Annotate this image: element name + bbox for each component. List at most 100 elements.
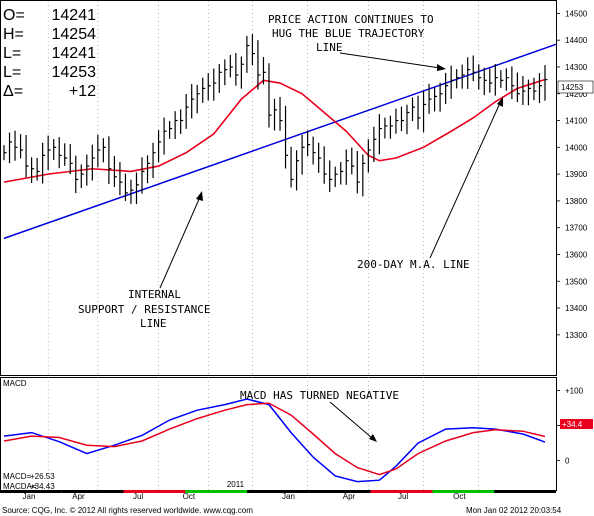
ohlc-bar (141, 157, 145, 194)
ohlc-bar (113, 155, 117, 187)
ohlc-bar (428, 83, 432, 114)
readout-value: 14254 (52, 26, 97, 43)
ohlc-bar (467, 57, 471, 89)
x-tick-label: Apr (72, 492, 85, 501)
footer-timestamp: Mon Jan 02 2012 20:03:54 (466, 506, 562, 515)
timeline-segment (370, 490, 433, 493)
ohlc-bar (180, 109, 184, 134)
ohlc-bar (185, 94, 189, 129)
ohlc-bar (36, 158, 40, 181)
ohlc-bar (196, 84, 200, 114)
ohlc-bar (433, 87, 438, 112)
ohlc-bar (522, 76, 526, 105)
annotation-ma-arrowhead (497, 97, 503, 107)
ohlc-bar (80, 164, 84, 189)
x-tick-label: 2011 (227, 480, 245, 489)
ohlc-bar (445, 72, 449, 104)
x-tick-label: Jul (398, 492, 408, 501)
timeline-segment (61, 490, 124, 493)
ohlc-bar (378, 114, 382, 155)
ohlc-bar (295, 150, 300, 191)
ohlc-bar (389, 115, 393, 139)
ohlc-bar (75, 155, 79, 194)
y-tick-label: 13600 (565, 250, 588, 259)
macd-tick-label: +100 (565, 387, 584, 396)
ohlc-bar (257, 40, 261, 90)
ohlc-bar (207, 73, 211, 101)
x-axis: Jan Apr Jul Oct 2011 Jan Apr Jul Oct (23, 480, 467, 501)
ohlc-bar (229, 54, 233, 78)
ohlc-bar (202, 77, 206, 103)
ohlc-bar (262, 57, 266, 85)
annotation-macd-text: MACD HAS TURNED NEGATIVE (240, 389, 399, 402)
ohlc-bar (544, 65, 548, 101)
trend-line-group (3, 43, 557, 240)
annotation-price-line-1: PRICE ACTION CONTINUES TO (268, 13, 434, 26)
annotation-macd-arrow (329, 401, 373, 439)
ohlc-bar (323, 146, 327, 184)
ohlc-bar (8, 132, 13, 164)
y-tick-label: 14100 (565, 117, 588, 126)
macd-panel-frame (0, 377, 557, 491)
ohlc-bar (157, 130, 162, 163)
ohlc-bar (218, 64, 222, 93)
price-panel-frame (0, 0, 557, 376)
ohlc-bar (356, 151, 360, 194)
x-tick-label: Jan (23, 492, 36, 501)
annotation-support-line-1: INTERNAL (128, 288, 181, 301)
y-tick-label: 14200 (565, 90, 588, 99)
ohlc-bar (483, 67, 487, 96)
ohlc-bar (235, 53, 239, 86)
ohlc-bar (533, 77, 537, 101)
ohlc-bar (301, 135, 305, 175)
x-tick-label: Oct (453, 492, 466, 501)
readout-value: 14241 (52, 7, 97, 24)
y-tick-label: 13900 (565, 170, 588, 179)
ohlc-bar (489, 68, 493, 93)
annotation-price-arrowhead (437, 64, 446, 71)
ohlc-bar (511, 66, 515, 100)
timeline-segment (123, 490, 186, 493)
last-price-label: 14253 (561, 83, 584, 92)
ohlc-bar (86, 154, 90, 186)
last-price-bg (557, 80, 594, 94)
readout-label: Δ= (3, 83, 23, 100)
ohlc-bar (307, 130, 311, 157)
ohlc-bar (456, 69, 460, 89)
ohlc-bar (174, 111, 178, 140)
readout-value: 14253 (52, 64, 97, 81)
annotation-ma-arrow (429, 102, 501, 259)
ohlc-bar (334, 166, 338, 187)
y-tick-label: 14000 (565, 143, 588, 152)
ohlc-bar (312, 136, 316, 165)
readout-label: L= (3, 64, 21, 81)
annotation-price-line-3: LINE (316, 41, 343, 54)
ohlc-bar (169, 121, 173, 139)
footer-source: Source: CQG, Inc. © 2012 All rights rese… (2, 506, 253, 515)
ohlc-bar (279, 96, 283, 131)
y-tick-label: 13300 (565, 331, 588, 340)
x-tick-label: Jul (133, 492, 143, 501)
annotation-support-arrowhead (196, 191, 203, 201)
ohlc-bar (516, 72, 520, 103)
ohlc-bar (14, 130, 18, 161)
ohlc-bar (273, 98, 277, 131)
ohlc-bar (290, 146, 294, 188)
x-tick-label: Oct (183, 492, 196, 501)
annotation-price-action: PRICE ACTION CONTINUES TO HUG THE BLUE T… (268, 13, 446, 71)
y-tick-label: 13400 (565, 304, 588, 313)
macd-last-bg (560, 419, 593, 429)
ohlc-bar (384, 117, 388, 139)
ohlc-bar (400, 106, 404, 132)
macd-readout-value: +26.53 (30, 472, 55, 481)
ohlc-bar (58, 137, 62, 169)
annotation-macd: MACD HAS TURNED NEGATIVE (240, 389, 399, 442)
ohlc-readout: O= 14241 H= 14254 L= 14241 L= 14253 Δ= +12 (3, 7, 96, 100)
trend-line (3, 43, 557, 240)
ohlc-bar (64, 143, 68, 166)
price-bars (3, 34, 548, 205)
y-tick-label: 14400 (565, 36, 588, 45)
ohlc-bar (538, 73, 542, 104)
ohlc-bar (119, 162, 123, 196)
